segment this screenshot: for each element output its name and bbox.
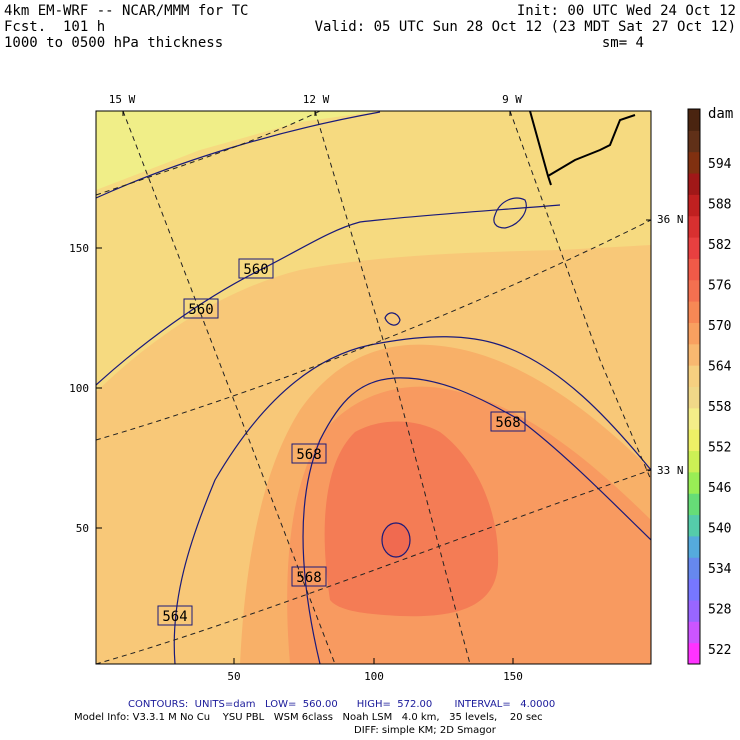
colorbar-label: 540	[708, 522, 731, 537]
colorbar-swatch	[688, 407, 700, 430]
colorbar-labels: 594 588 582 576 570 564 558 552 546 540 534 528 522	[708, 157, 732, 658]
colorbar-swatch	[688, 215, 700, 238]
contour-560-north	[96, 111, 381, 199]
colorbar-swatch	[688, 301, 700, 323]
axis-labels: 15 W 12 W 9 W 36 N 33 N 50 100 150 150 1…	[69, 93, 683, 683]
island	[493, 197, 527, 229]
contour-label-group: 560 560 568 568 568 564	[157, 258, 526, 626]
colorbar-swatch	[688, 322, 700, 345]
colorbar-label: 534	[708, 562, 732, 577]
colorbar-unit: dam	[708, 106, 733, 122]
colorbar-swatch	[688, 365, 700, 387]
model-title: 4km EM-WRF -- NCAR/MMM for TC	[4, 3, 249, 19]
init-time: Init: 00 UTC Wed 24 Oct 12	[516, 3, 736, 19]
fill-570	[382, 522, 410, 558]
coastline	[547, 114, 636, 177]
parallel-39n	[96, 111, 321, 196]
colorbar-label: 576	[708, 279, 731, 294]
colorbar-swatch	[688, 109, 700, 131]
svg-text:568: 568	[296, 447, 321, 463]
colorbar-label: 528	[708, 603, 731, 618]
colorbar-swatch	[688, 471, 700, 494]
island-2	[384, 312, 401, 326]
colorbar-label: 588	[708, 198, 731, 213]
colorbar-swatch	[688, 343, 700, 366]
x-tick-label: 150	[503, 670, 523, 683]
colorbar-swatch	[688, 621, 700, 644]
colorbar-swatch	[688, 535, 700, 558]
contour-572	[381, 522, 411, 558]
colorbar	[687, 108, 701, 665]
colorbar-swatch	[688, 258, 700, 281]
meridian-9w	[509, 111, 651, 481]
latlon-grid	[96, 111, 651, 664]
svg-text:560: 560	[243, 262, 268, 278]
colorbar-label: 552	[708, 441, 731, 456]
lat-label: 33 N	[657, 464, 684, 477]
y-tick-label: 100	[69, 382, 89, 395]
contour-label: 564	[157, 605, 193, 626]
colorbar-label: 570	[708, 319, 731, 334]
svg-text:564: 564	[162, 609, 187, 625]
colorbar-swatch	[688, 557, 700, 580]
contour-560	[96, 204, 561, 386]
colorbar-swatch	[688, 151, 700, 174]
parallel-33n	[96, 469, 651, 664]
lon-label: 12 W	[303, 93, 330, 106]
colorbar-swatch	[688, 493, 700, 516]
colorbar-label: 582	[708, 238, 731, 253]
svg-text:568: 568	[495, 415, 520, 431]
svg-text:568: 568	[296, 570, 321, 586]
contour-info: CONTOURS: UNITS=dam LOW= 560.00 HIGH= 57…	[128, 699, 556, 710]
field-name: 1000 to 0500 hPa thickness	[4, 35, 224, 51]
colorbar-label: 594	[708, 157, 732, 172]
lat-label: 36 N	[657, 213, 684, 226]
colorbar-swatch	[688, 130, 700, 153]
colorbar-swatch	[688, 279, 700, 302]
x-tick-label: 50	[227, 670, 240, 683]
valid-time: Valid: 05 UTC Sun 28 Oct 12 (23 MDT Sat …	[314, 19, 736, 35]
colorbar-swatch	[688, 578, 700, 601]
colorbar-label: 558	[708, 400, 731, 415]
x-tick-label: 100	[364, 670, 384, 683]
colorbar-label: 546	[708, 481, 731, 496]
colorbar-swatch	[688, 450, 700, 473]
contour-label: 568	[291, 443, 327, 464]
colorbar-swatch	[688, 173, 700, 195]
forecast-hour: Fcst. 101 h	[4, 19, 106, 35]
meridian-12w	[314, 111, 471, 664]
y-tick-label: 50	[76, 522, 89, 535]
contour-label: 560	[238, 258, 274, 279]
diff-info: DIFF: simple KM; 2D Smagor	[354, 725, 496, 736]
colorbar-swatch	[688, 429, 700, 452]
colorbar-swatch	[688, 237, 700, 259]
contour-label: 568	[291, 566, 327, 587]
colorbar-swatch	[688, 642, 700, 665]
colorbar-swatch	[688, 514, 700, 537]
border-line	[529, 111, 552, 186]
thickness-fill	[96, 111, 651, 664]
contour-label: 560	[183, 298, 219, 319]
fill-568	[324, 421, 499, 617]
colorbar-label: 522	[708, 643, 731, 658]
lon-label: 9 W	[502, 93, 522, 106]
lon-label: 15 W	[109, 93, 136, 106]
svg-text:560: 560	[188, 302, 213, 318]
axis-ticks	[96, 111, 651, 664]
colorbar-swatch	[688, 599, 700, 622]
colorbar-label: 564	[708, 360, 732, 375]
model-info: Model Info: V3.3.1 M No Cu YSU PBL WSM 6…	[74, 712, 543, 723]
colorbar-swatch	[688, 194, 700, 217]
colorbar-swatch	[688, 386, 700, 409]
y-tick-label: 150	[69, 242, 89, 255]
contour-568	[302, 377, 651, 664]
smoothing: sm= 4	[601, 35, 644, 51]
parallel-36n	[96, 219, 651, 441]
contour-label: 568	[490, 411, 526, 432]
colorbar-frame	[687, 108, 701, 665]
